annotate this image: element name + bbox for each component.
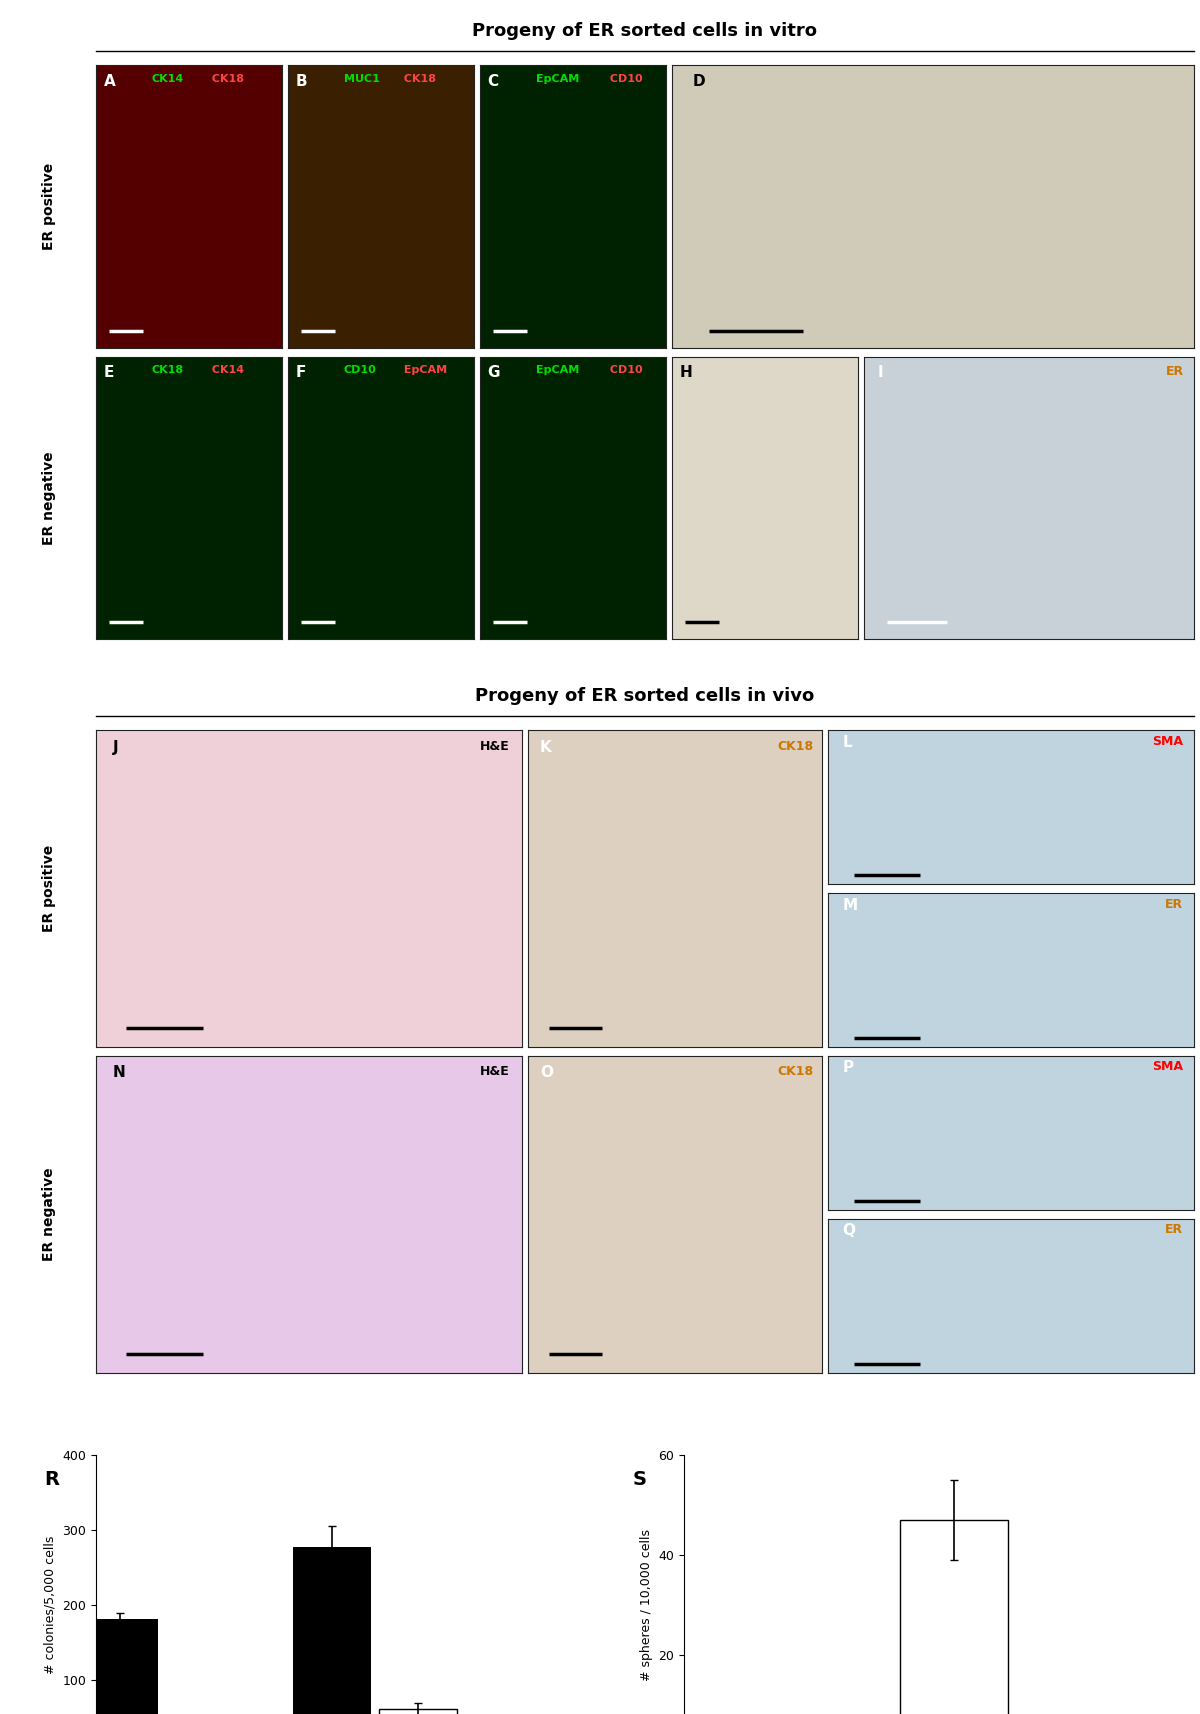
Text: G: G [487, 365, 500, 381]
Y-axis label: # spheres / 10,000 cells: # spheres / 10,000 cells [640, 1529, 653, 1681]
Text: Progeny of ER sorted cells in vivo: Progeny of ER sorted cells in vivo [475, 687, 815, 704]
Text: F: F [295, 365, 306, 381]
Text: CK18: CK18 [778, 740, 814, 752]
Text: CD10: CD10 [606, 365, 642, 375]
Text: CD10: CD10 [606, 74, 642, 84]
Text: ER: ER [1166, 365, 1184, 379]
Text: D: D [692, 74, 706, 89]
Text: P: P [842, 1061, 853, 1075]
Text: R: R [44, 1471, 60, 1489]
Text: CK18: CK18 [778, 1066, 814, 1078]
Text: ER positive: ER positive [42, 163, 56, 250]
Bar [293, 1546, 371, 1714]
Text: CK14: CK14 [208, 365, 244, 375]
Text: ER negative: ER negative [42, 1167, 56, 1262]
Bar [80, 1618, 158, 1714]
Text: H: H [679, 365, 692, 381]
Text: J: J [113, 740, 119, 754]
Text: K: K [540, 740, 552, 754]
Text: SMA: SMA [1152, 1061, 1183, 1073]
Text: ER: ER [1165, 1224, 1183, 1236]
Text: EpCAM: EpCAM [536, 74, 580, 84]
Bar [900, 1520, 1008, 1714]
Text: N: N [113, 1066, 126, 1080]
Text: CK18: CK18 [208, 74, 244, 84]
Text: E: E [103, 365, 114, 381]
Text: B: B [295, 74, 307, 89]
Text: Q: Q [842, 1224, 856, 1238]
Text: Progeny of ER sorted cells in vitro: Progeny of ER sorted cells in vitro [473, 22, 817, 39]
Text: CD10: CD10 [344, 365, 377, 375]
Text: CK14: CK14 [152, 74, 184, 84]
Text: MUC1: MUC1 [344, 74, 379, 84]
Text: ER negative: ER negative [42, 451, 56, 545]
Text: CK18: CK18 [152, 365, 184, 375]
Text: A: A [103, 74, 115, 89]
Text: S: S [632, 1471, 647, 1489]
Text: I: I [877, 365, 883, 381]
Text: M: M [842, 898, 858, 912]
Text: ER: ER [1165, 898, 1183, 910]
Text: C: C [487, 74, 498, 89]
Text: O: O [540, 1066, 553, 1080]
Text: CK18: CK18 [400, 74, 436, 84]
Text: EpCAM: EpCAM [536, 365, 580, 375]
Text: EpCAM: EpCAM [400, 365, 446, 375]
Text: L: L [842, 735, 852, 749]
Text: ER positive: ER positive [42, 845, 56, 932]
Text: SMA: SMA [1152, 735, 1183, 747]
Text: H&E: H&E [480, 1066, 509, 1078]
Y-axis label: # colonies/5,000 cells: # colonies/5,000 cells [44, 1536, 56, 1675]
Bar [379, 1709, 457, 1714]
Text: H&E: H&E [480, 740, 509, 752]
